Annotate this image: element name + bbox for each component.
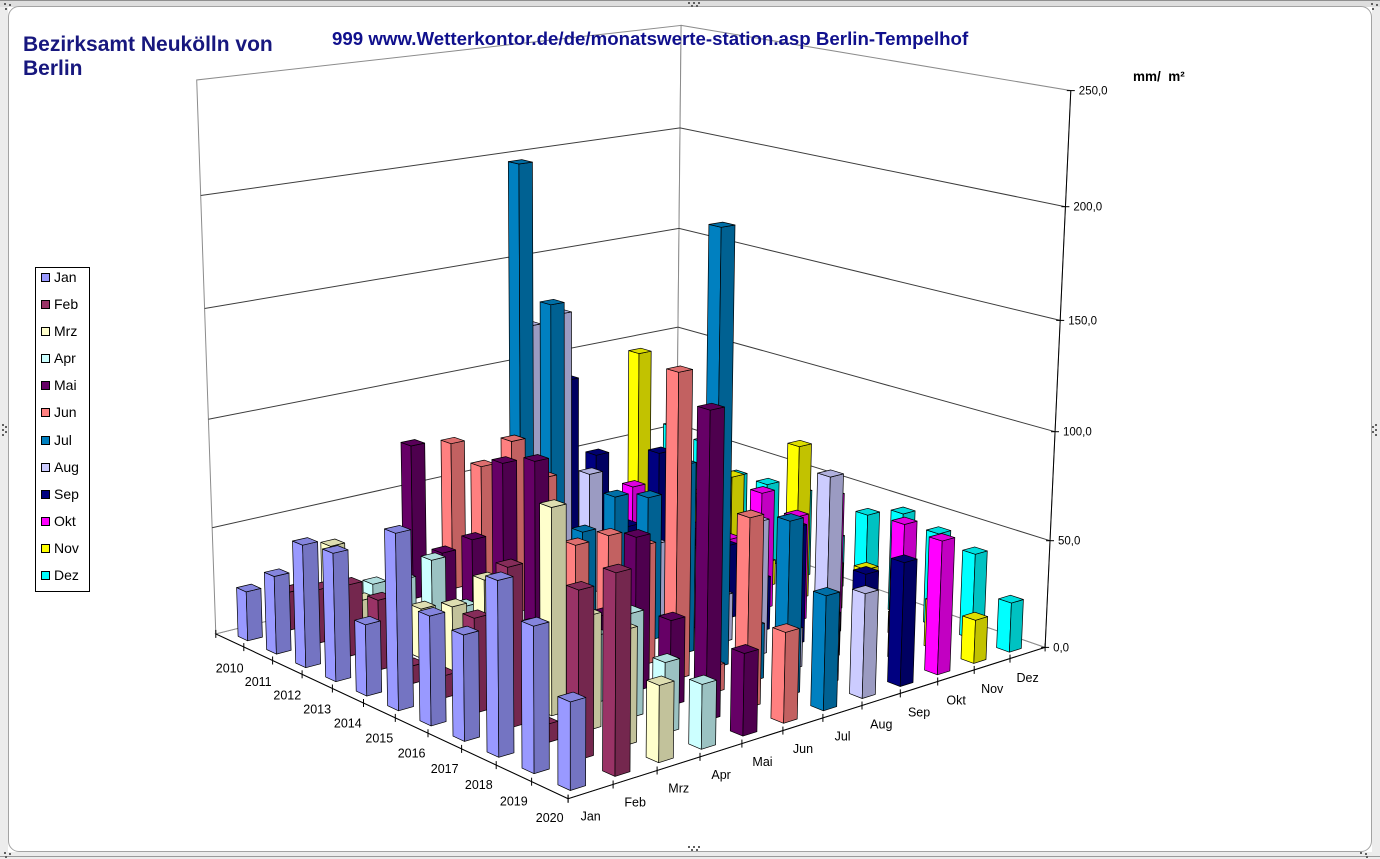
svg-text:200,0: 200,0: [1073, 202, 1102, 214]
svg-text:250,0: 250,0: [1079, 86, 1108, 98]
svg-text:Feb: Feb: [624, 795, 646, 809]
svg-text:Sep: Sep: [908, 705, 930, 719]
svg-text:Apr: Apr: [711, 768, 730, 782]
svg-text:2015: 2015: [365, 731, 393, 745]
svg-text:Mai: Mai: [752, 755, 772, 769]
svg-text:2011: 2011: [245, 675, 272, 689]
svg-text:2020: 2020: [536, 811, 564, 825]
svg-text:Okt: Okt: [946, 694, 966, 708]
svg-text:2013: 2013: [303, 702, 331, 716]
svg-text:Jul: Jul: [835, 730, 851, 744]
svg-text:100,0: 100,0: [1063, 427, 1092, 439]
svg-text:2018: 2018: [465, 778, 493, 792]
svg-text:150,0: 150,0: [1068, 315, 1097, 327]
svg-text:2017: 2017: [431, 762, 459, 776]
svg-text:Jan: Jan: [581, 810, 601, 824]
svg-text:0,0: 0,0: [1053, 642, 1069, 654]
svg-text:Aug: Aug: [870, 717, 892, 731]
svg-text:2016: 2016: [398, 747, 426, 761]
svg-text:Mrz: Mrz: [668, 782, 689, 796]
svg-text:Dez: Dez: [1016, 671, 1038, 685]
svg-text:Jun: Jun: [793, 742, 813, 756]
svg-text:2014: 2014: [334, 717, 362, 731]
svg-text:2012: 2012: [273, 688, 301, 702]
svg-text:2019: 2019: [500, 794, 528, 808]
svg-text:50,0: 50,0: [1058, 536, 1080, 548]
svg-text:Nov: Nov: [981, 682, 1004, 696]
svg-text:2010: 2010: [216, 661, 244, 675]
